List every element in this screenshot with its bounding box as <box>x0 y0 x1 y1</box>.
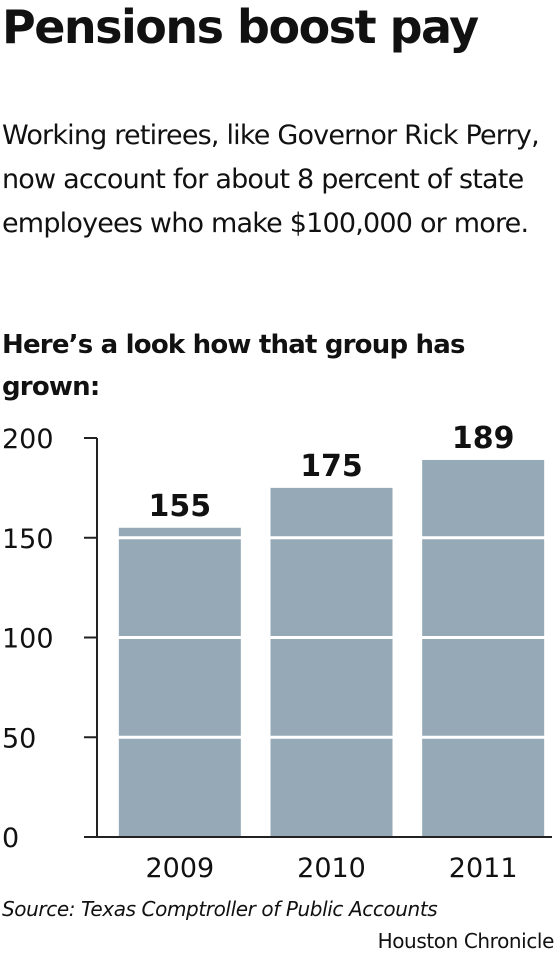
bar-chart: 155 2009 175 2010 189 2011 0 50 100 150 200 <box>2 421 552 884</box>
y-tick-label-200: 200 <box>2 424 54 455</box>
x-tick-label-2010: 2010 <box>297 853 366 884</box>
bar-2010 <box>270 487 393 837</box>
axis-layer <box>84 437 552 838</box>
x-tick-label-2011: 2011 <box>449 853 518 884</box>
x-tick-label-2009: 2009 <box>145 853 214 884</box>
y-tick-label-100: 100 <box>2 624 54 655</box>
bar-value-label-2011: 189 <box>452 421 515 456</box>
bars-layer <box>118 459 545 837</box>
y-tick-label-150: 150 <box>2 524 54 555</box>
bar-value-label-2009: 155 <box>149 489 212 524</box>
y-tick-label-0: 0 <box>2 823 19 854</box>
bar-2011 <box>422 459 545 837</box>
chart-credit: Houston Chronicle <box>377 929 555 953</box>
bar-2009 <box>118 527 241 837</box>
y-tick-label-50: 50 <box>2 723 36 754</box>
gridlines-layer <box>97 436 552 739</box>
chart-source: Source: Texas Comptroller of Public Acco… <box>2 897 438 921</box>
labels-layer: 155 2009 175 2010 189 2011 0 50 100 150 200 <box>2 421 518 884</box>
bar-value-label-2010: 175 <box>300 449 363 484</box>
chart-intro-text: Working retirees, like Governor Rick Per… <box>2 120 540 239</box>
chart-title: Pensions boost pay <box>2 0 479 54</box>
chart-subtitle: Here’s a look how that group has grown: <box>2 330 465 402</box>
